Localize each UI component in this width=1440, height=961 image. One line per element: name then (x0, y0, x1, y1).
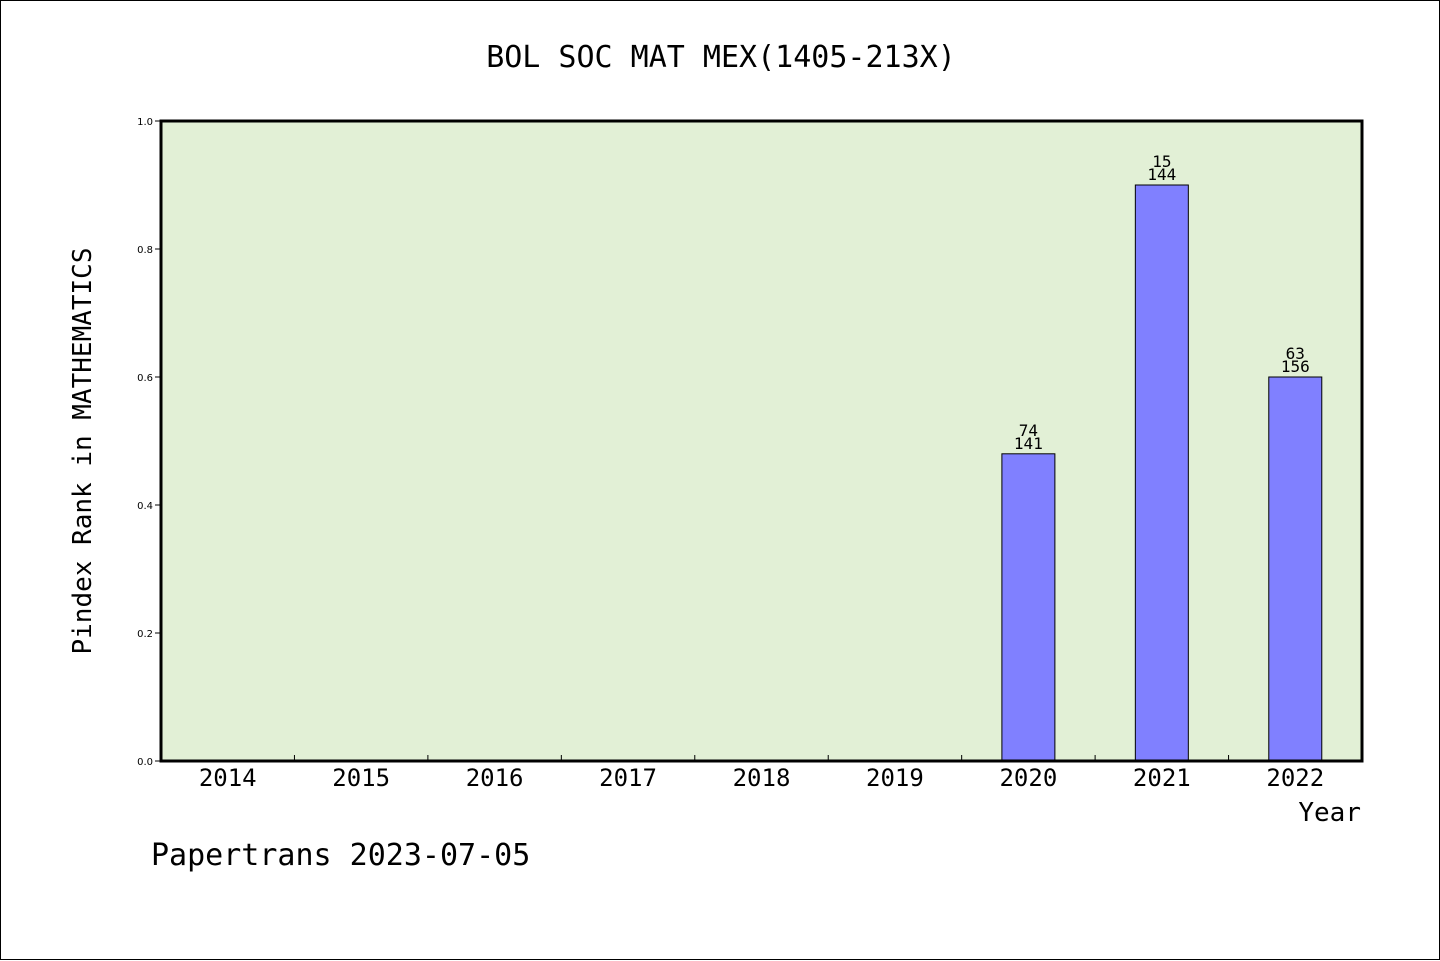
y-tick-label: 0.2 (137, 629, 153, 640)
x-tick-label: 2014 (199, 764, 257, 792)
x-tick-label: 2020 (999, 764, 1057, 792)
ticks-group: 0.0 0.2 0.4 0.6 0.8 1.0 2014 2015 2016 2017 2018 20… (137, 117, 1324, 792)
x-tick-label: 2017 (599, 764, 657, 792)
x-tick-label: 2019 (866, 764, 924, 792)
bar-2020 (1001, 453, 1056, 762)
y-tick-label: 1.0 (137, 117, 153, 128)
footer-text: Papertrans 2023-07-05 (151, 838, 530, 873)
y-axis-label: Pindex Rank in MATHEMATICS (68, 248, 98, 655)
data-label-top: 74 (1019, 421, 1038, 440)
bar-2022 (1268, 376, 1323, 762)
data-label-bottom: 141 (1014, 434, 1043, 453)
y-tick-label: 0.4 (137, 501, 153, 512)
y-tick-label: 0.0 (137, 757, 153, 768)
x-axis-label: Year (1298, 798, 1361, 828)
x-tick-label: 2018 (733, 764, 791, 792)
x-tick-label: 2021 (1133, 764, 1191, 792)
plot-border (159, 119, 1364, 763)
x-tick-label: 2015 (332, 764, 390, 792)
x-tick-label: 2022 (1266, 764, 1324, 792)
y-tick-label: 0.8 (137, 245, 153, 256)
x-tick-label: 2016 (466, 764, 524, 792)
data-label-top: 15 (1152, 152, 1171, 171)
y-tick-label: 0.6 (137, 373, 153, 384)
data-label-bottom: 156 (1281, 357, 1310, 376)
data-label-bottom: 144 (1147, 165, 1176, 184)
bars-group (1001, 184, 1323, 762)
chart-title: BOL SOC MAT MEX(1405-213X) (486, 40, 956, 75)
bar-2021 (1134, 184, 1189, 762)
data-label-top: 63 (1286, 344, 1305, 363)
